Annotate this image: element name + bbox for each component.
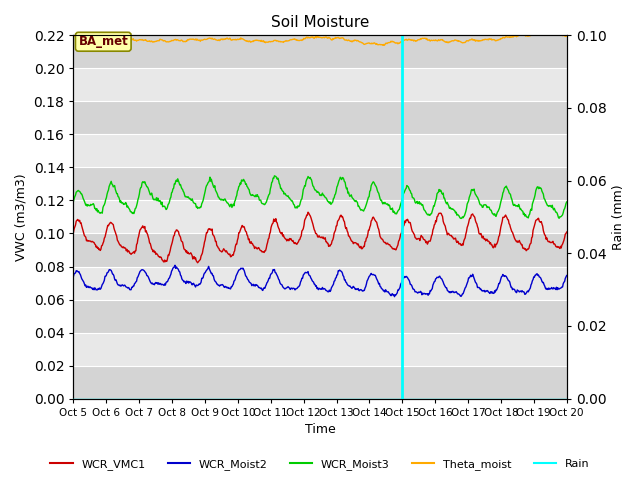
Title: Soil Moisture: Soil Moisture xyxy=(271,15,369,30)
Bar xyxy=(74,266,566,300)
Legend: WCR_VMC1, WCR_Moist2, WCR_Moist3, Theta_moist, Rain: WCR_VMC1, WCR_Moist2, WCR_Moist3, Theta_… xyxy=(46,455,594,474)
Bar xyxy=(74,300,566,333)
Bar xyxy=(74,101,566,134)
Bar xyxy=(74,333,566,366)
Bar xyxy=(74,233,566,266)
Bar xyxy=(74,68,566,101)
Bar xyxy=(74,201,566,233)
Y-axis label: Rain (mm): Rain (mm) xyxy=(612,184,625,250)
Bar xyxy=(74,134,566,168)
Bar xyxy=(74,36,566,68)
Y-axis label: VWC (m3/m3): VWC (m3/m3) xyxy=(15,173,28,261)
Bar xyxy=(74,366,566,398)
Bar xyxy=(74,168,566,201)
Text: BA_met: BA_met xyxy=(78,35,128,48)
X-axis label: Time: Time xyxy=(305,423,335,436)
